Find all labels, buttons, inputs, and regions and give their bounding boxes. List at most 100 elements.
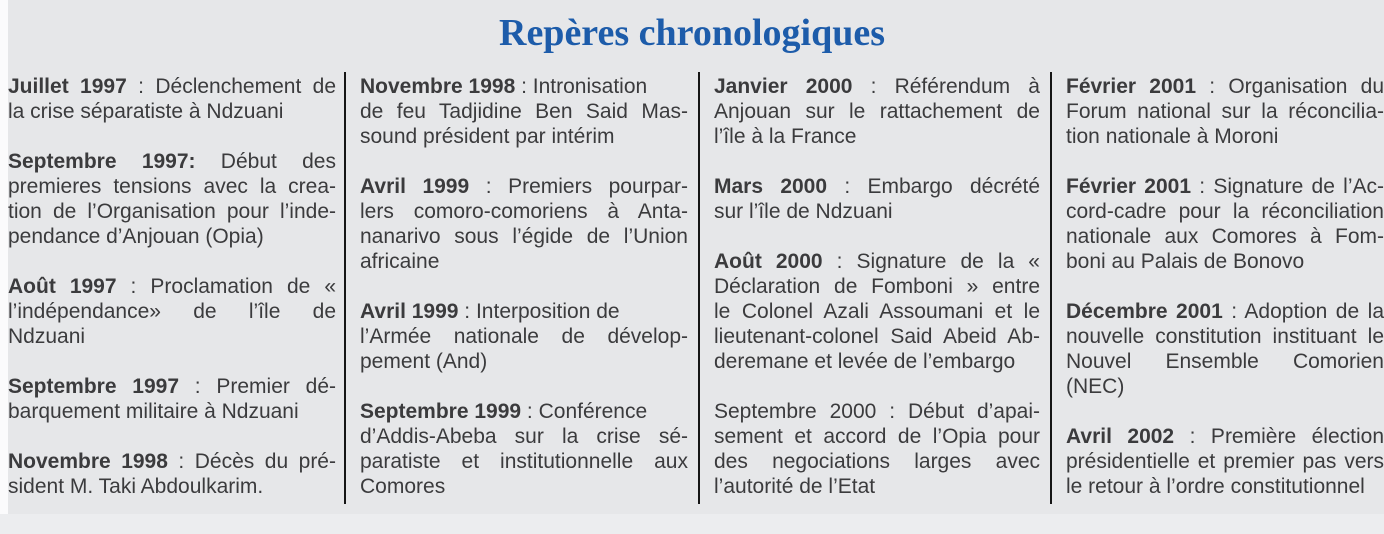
- entry-date: Août 1997: [8, 275, 117, 298]
- text-line: deremane et levée de l’embargo: [714, 350, 1016, 373]
- page-title: Repères chronologiques: [499, 12, 885, 54]
- column-divider: [344, 72, 346, 504]
- text-line: Août 1997 : Proclamation de «: [8, 275, 336, 298]
- entry-date: Novembre 1998: [360, 75, 516, 98]
- text-line: tion nationale à Moroni: [1066, 125, 1279, 148]
- entry-date: Mars 2000: [714, 175, 828, 198]
- text-line: pement (And): [360, 350, 488, 373]
- text-line: (NEC): [1066, 375, 1125, 398]
- entry-date: Avril 1999: [360, 175, 470, 198]
- text-line: cord-cadre pour la réconciliation: [1066, 200, 1384, 223]
- entry-date: Avril 1999: [360, 300, 459, 323]
- entry-date: Novembre 1998: [8, 450, 168, 473]
- text-line: la crise séparatiste à Ndzuani: [8, 100, 284, 123]
- timeline-entry: Septembre 1997: Début des premieres tensi…: [8, 149, 336, 249]
- timeline-entry: Août 1997 : Proclamation de «l’indépenda…: [8, 274, 336, 349]
- text-line: Janvier 2000 : Référendum à: [714, 75, 1040, 98]
- entry-date: Février 2001: [1066, 75, 1197, 98]
- timeline-column-1: Juillet 1997 : Déclenchement de la crise …: [8, 70, 344, 504]
- page-left-margin: [0, 0, 8, 534]
- text-line: Septembre 1999 : Conférence: [360, 400, 648, 423]
- timeline-entry: Décembre 2001 : Adoption de la nouvelle c…: [1066, 299, 1384, 399]
- text-line: l’autorité de l’Etat: [714, 475, 876, 498]
- text-line: barquement militaire à Ndzuani: [8, 400, 299, 423]
- text-line: Septembre 1997: Début des: [8, 150, 336, 173]
- text-line: sur l’île de Ndzuani: [714, 200, 893, 223]
- timeline-entry: Avril 1999 : Premiers pourpar-lers comor…: [360, 174, 688, 274]
- timeline-entry: Septembre 2000 : Début d’apai-sement et …: [714, 399, 1040, 499]
- text-line: Mars 2000 : Embargo décrété: [714, 175, 1041, 198]
- text-line: pendance d’Anjouan (Opia): [8, 225, 264, 248]
- text-line: Février 2001 : Organisation du: [1066, 75, 1384, 98]
- entry-date: Février 2001: [1066, 175, 1192, 198]
- text-line: l’île à la France: [714, 125, 857, 148]
- text-line: nanarivo sous l’égide de l’Union: [360, 225, 688, 248]
- entry-date: Avril 2002: [1066, 425, 1175, 448]
- text-line: Avril 2002 : Première élection: [1066, 425, 1384, 448]
- entry-date: Septembre 1999: [360, 400, 522, 423]
- text-line: Anjouan sur le rattachement de: [714, 100, 1040, 123]
- text-line: Septembre 1997 : Premier dé-: [8, 375, 336, 398]
- text-line: Décembre 2001 : Adoption de la: [1066, 300, 1384, 323]
- text-line: Nouvel Ensemble Comorien: [1066, 350, 1384, 373]
- text-line: africaine: [360, 250, 440, 273]
- text-line: Juillet 1997 : Déclenchement de: [8, 75, 337, 98]
- text-line: le Colonel Azali Assoumani et le: [714, 300, 1040, 323]
- text-line: tion de l’Organisation pour l’inde-: [8, 200, 336, 223]
- column-divider: [698, 72, 700, 504]
- entry-date: Juillet 1997: [8, 75, 127, 98]
- timeline-column-2: Novembre 1998 : Intronisation de feu Tadj…: [346, 70, 698, 504]
- text-line: de feu Tadjidine Ben Said Mas-: [360, 100, 688, 123]
- text-line: présidentielle et premier pas vers: [1066, 450, 1384, 473]
- timeline-entry: Février 2001 : Signature de l’Ac-cord-ca…: [1066, 174, 1384, 274]
- timeline-entry: Avril 2002 : Première élection présidenti…: [1066, 424, 1384, 499]
- text-line: nouvelle constitution instituant le: [1066, 325, 1384, 348]
- text-line: Comores: [360, 475, 446, 498]
- text-line: paratiste et institutionnelle aux: [360, 450, 688, 473]
- text-line: d’Addis-Abeba sur la crise sé-: [360, 425, 688, 448]
- text-line: premieres tensions avec la crea-: [8, 175, 336, 198]
- column-divider: [1050, 72, 1052, 504]
- page-bottom-margin: [0, 514, 1384, 534]
- text-line: Forum national sur la réconcilia-: [1066, 100, 1384, 123]
- timeline-entry: Août 2000 : Signature de la «Déclaration…: [714, 249, 1040, 374]
- timeline-entry: Mars 2000 : Embargo décrété sur l’île de …: [714, 174, 1040, 224]
- entry-date: Août 2000: [714, 250, 823, 273]
- text-line: Avril 1999 : Interposition de: [360, 300, 620, 323]
- timeline-column-3: Janvier 2000 : Référendum à Anjouan sur l…: [700, 70, 1050, 504]
- entry-date: Janvier 2000: [714, 75, 853, 98]
- timeline-entry: Avril 1999 : Interposition de l’Armée nat…: [360, 299, 688, 374]
- timeline-entry: Septembre 1999 : Conférence d’Addis-Abeba…: [360, 399, 688, 499]
- text-line: Ndzuani: [8, 325, 86, 348]
- text-line: Septembre 2000 : Début d’apai-: [714, 400, 1040, 423]
- text-line: nationale aux Comores à Fom-: [1066, 225, 1384, 248]
- timeline-column-4: Février 2001 : Organisation du Forum nati…: [1052, 70, 1384, 504]
- text-line: Août 2000 : Signature de la «: [714, 250, 1040, 273]
- text-line: le retour à l’ordre constitutionnel: [1066, 475, 1365, 498]
- timeline-entry: Février 2001 : Organisation du Forum nati…: [1066, 74, 1384, 149]
- text-line: boni au Palais de Bonovo: [1066, 250, 1305, 273]
- timeline-entry: Janvier 2000 : Référendum à Anjouan sur l…: [714, 74, 1040, 149]
- entry-date: Septembre 1997: [8, 375, 180, 398]
- text-line: l’indépendance» de l’île de: [8, 300, 336, 323]
- timeline-entry: Septembre 1997 : Premier dé-barquement m…: [8, 374, 336, 424]
- text-line: lieutenant-colonel Said Abeid Ab-: [714, 325, 1040, 348]
- text-line: sound président par intérim: [360, 125, 615, 148]
- timeline-entry: Juillet 1997 : Déclenchement de la crise …: [8, 74, 336, 124]
- text-line: sident M. Taki Abdoulkarim.: [8, 475, 264, 498]
- timeline-entry: Novembre 1998 : Intronisation de feu Tadj…: [360, 74, 688, 149]
- timeline-columns: Juillet 1997 : Déclenchement de la crise …: [8, 70, 1384, 504]
- text-line: l’Armée nationale de dévelop-: [360, 325, 688, 348]
- text-line: Novembre 1998 : Intronisation: [360, 75, 648, 98]
- text-line: lers comoro-comoriens à Anta-: [360, 200, 688, 223]
- text-line: Novembre 1998 : Décès du pré-: [8, 450, 336, 473]
- text-line: des negociations larges avec: [714, 450, 1040, 473]
- timeline-entry: Novembre 1998 : Décès du pré-sident M. T…: [8, 449, 336, 499]
- text-line: Déclaration de Fomboni » entre: [714, 275, 1040, 298]
- entry-date: Septembre 1997:: [8, 150, 196, 173]
- entry-date: Décembre 2001: [1066, 300, 1223, 323]
- text-line: sement et accord de l’Opia pour: [714, 425, 1040, 448]
- text-line: Avril 1999 : Premiers pourpar-: [360, 175, 688, 198]
- text-line: Février 2001 : Signature de l’Ac-: [1066, 175, 1384, 198]
